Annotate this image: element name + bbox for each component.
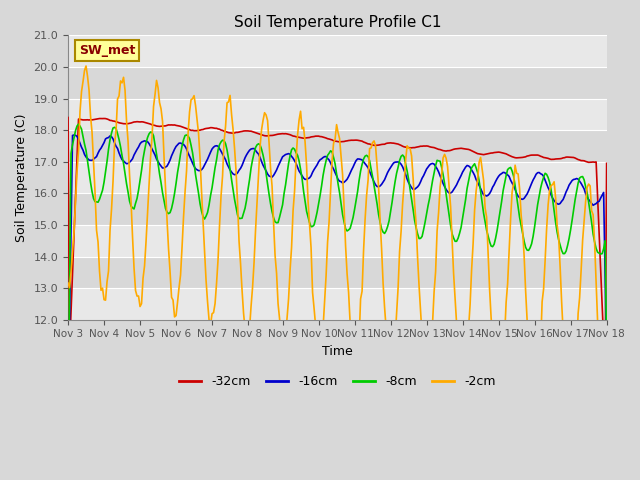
Y-axis label: Soil Temperature (C): Soil Temperature (C) xyxy=(15,113,28,242)
Bar xyxy=(68,193,607,225)
Bar xyxy=(68,36,607,67)
Bar xyxy=(68,256,607,288)
Title: Soil Temperature Profile C1: Soil Temperature Profile C1 xyxy=(234,15,441,30)
Bar xyxy=(68,67,607,98)
Legend: -32cm, -16cm, -8cm, -2cm: -32cm, -16cm, -8cm, -2cm xyxy=(174,370,500,393)
X-axis label: Time: Time xyxy=(322,345,353,358)
Text: SW_met: SW_met xyxy=(79,44,135,57)
Bar xyxy=(68,288,607,320)
Bar xyxy=(68,162,607,193)
Bar xyxy=(68,98,607,130)
Bar xyxy=(68,225,607,256)
Bar xyxy=(68,130,607,162)
